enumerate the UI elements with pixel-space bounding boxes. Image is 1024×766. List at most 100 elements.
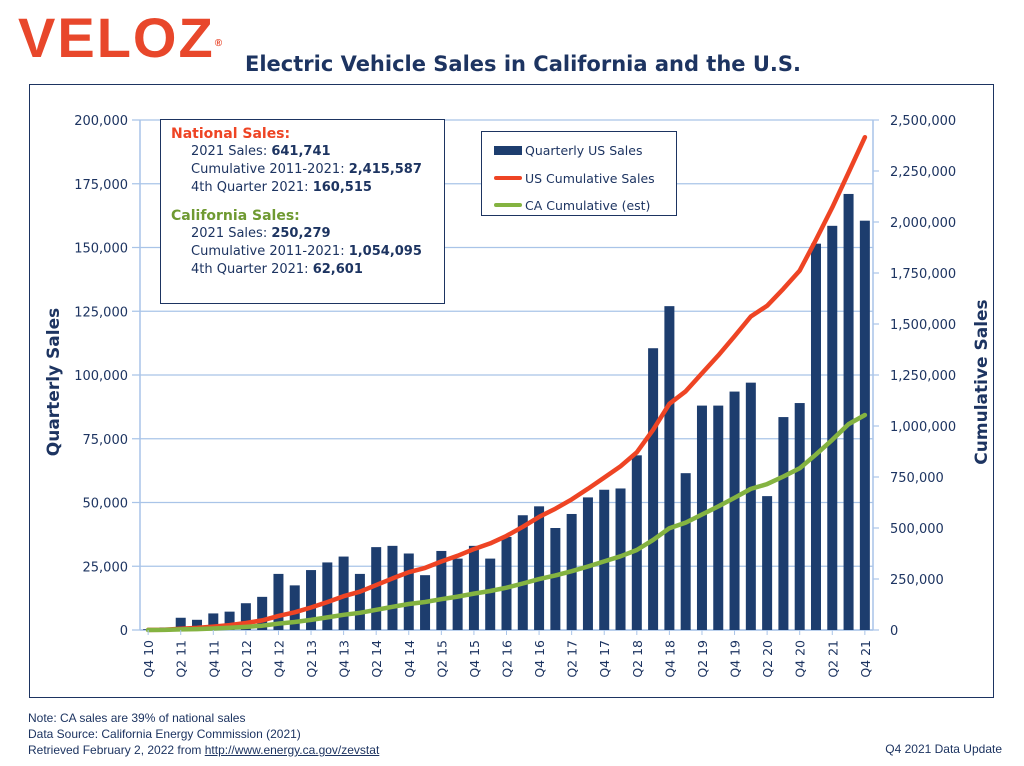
y-tick-label: 75,000 [83,433,129,448]
source-link[interactable]: http://www.energy.ca.gov/zevstat [204,743,380,757]
bar-Q3-20 [778,417,789,630]
bar-Q4-15 [468,545,479,630]
y2-tick-label: 1,250,000 [890,369,956,384]
bar-Q1-12 [224,611,235,630]
legend-item-ca-cumulative: CA Cumulative (est) [494,196,650,214]
x-tick-label: Q4 21 [858,640,873,678]
x-tick-label: Q4 13 [337,640,352,678]
y-axis-title: Quarterly Sales [44,308,64,456]
stat-label: Cumulative 2011-2021: [191,162,349,177]
x-tick-label: Q2 13 [304,640,319,678]
stat-line: 2021 Sales: 250,279 [171,225,444,243]
bar-Q2-19 [696,405,707,630]
legend-label: CA Cumulative (est) [525,197,651,213]
bar-Q3-21 [843,193,854,630]
us-cumulative-line [145,134,868,633]
bar-Q3-12 [257,596,268,630]
line-swatch [494,176,522,180]
bar-Q3-16 [517,515,528,630]
bar-Q2-11 [175,617,186,630]
y-tick-label: 0 [120,624,128,639]
logo-text: VELOZ [18,6,215,69]
stat-line: 4th Quarter 2021: 62,601 [171,261,444,279]
x-tick-label: Q4 15 [467,640,482,678]
bar-Q1-18 [615,488,626,630]
bar-Q1-17 [550,528,561,630]
retrieved: Retrieved February 2, 2022 from http://w… [28,743,380,757]
data-source: Data Source: California Energy Commissio… [28,727,301,741]
x-tick-label: Q4 11 [206,640,221,678]
x-tick-label: Q2 11 [174,640,189,678]
stat-label: 4th Quarter 2021: [191,180,313,195]
x-tick-label: Q2 16 [500,640,515,678]
legend-item-quarterly: Quarterly US Sales [494,141,642,159]
bar-Q2-20 [762,496,773,630]
bar-Q2-15 [436,550,447,630]
stat-label: 4th Quarter 2021: [191,262,313,277]
y2-axis-title: Cumulative Sales [972,299,992,464]
stat-value: 250,279 [271,226,331,241]
y2-tick-label: 2,500,000 [890,114,956,129]
stat-value: 62,601 [312,262,363,277]
bar-Q1-19 [680,473,691,630]
y2-tick-label: 1,750,000 [890,267,956,282]
x-tick-label: Q2 18 [630,640,645,678]
bar-Q4-21 [859,220,870,630]
bar-Q4-11 [208,613,219,630]
bar-Q3-17 [582,497,593,630]
veloz-logo: VELOZ® [18,8,224,68]
y-tick-label: 100,000 [74,369,128,384]
bar-Q1-13 [289,585,300,630]
y2-tick-label: 250,000 [890,573,944,588]
stat-line: 4th Quarter 2021: 160,515 [171,179,444,197]
bar-Q2-14 [371,547,382,630]
legend-label: US Cumulative Sales [525,170,655,186]
bar-Q4-16 [534,506,545,630]
legend-label: Quarterly US Sales [525,142,643,158]
bar-Q1-14 [354,573,365,630]
stat-line: Cumulative 2011-2021: 1,054,095 [171,243,444,261]
page-title: Electric Vehicle Sales in California and… [245,52,801,76]
bar-Q4-19 [729,391,740,630]
stat-value: 1,054,095 [348,244,422,259]
chart-frame [29,84,994,698]
y-tick-label: 50,000 [83,497,129,512]
bar-Q2-12 [240,603,251,630]
y2-tick-label: 2,250,000 [890,165,956,180]
y2-tick-label: 500,000 [890,522,944,537]
legend-item-us-cumulative: US Cumulative Sales [494,169,655,187]
bar-Q1-20 [745,382,756,630]
california-heading: California Sales: [171,208,300,224]
bar-Q4-14 [403,553,414,630]
y-tick-label: 200,000 [74,114,128,129]
x-tick-label: Q2 14 [369,640,384,678]
x-tick-label: Q2 15 [434,640,449,678]
x-tick-label: Q4 16 [532,640,547,678]
stat-value: 2,415,587 [348,162,422,177]
stat-value: 160,515 [312,180,372,195]
bar-Q1-16 [485,558,496,630]
y2-tick-label: 0 [890,624,898,639]
info-box: National Sales: 2021 Sales: 641,741 Cumul… [160,119,445,304]
x-tick-label: Q4 20 [793,640,808,678]
bar-Q2-16 [501,536,512,630]
bar-Q2-21 [827,225,838,630]
y-tick-label: 175,000 [74,178,128,193]
y2-tick-label: 750,000 [890,471,944,486]
stat-value: 641,741 [271,144,331,159]
y2-tick-label: 1,500,000 [890,318,956,333]
x-tick-label: Q2 21 [825,640,840,678]
x-tick-label: Q4 19 [728,640,743,678]
y-tick-label: 125,000 [74,305,128,320]
stat-label: 2021 Sales: [191,226,272,241]
national-heading: National Sales: [171,126,291,142]
x-tick-label: Q4 17 [597,640,612,678]
bar-Q4-13 [338,556,349,630]
bar-Q3-11 [192,619,203,630]
x-tick-label: Q4 14 [402,640,417,678]
y-tick-label: 150,000 [74,242,128,257]
ca-cumulative-line [145,412,868,633]
x-tick-label: Q4 18 [662,640,677,678]
stat-label: 2021 Sales: [191,144,272,159]
bar-Q2-18 [631,455,642,630]
